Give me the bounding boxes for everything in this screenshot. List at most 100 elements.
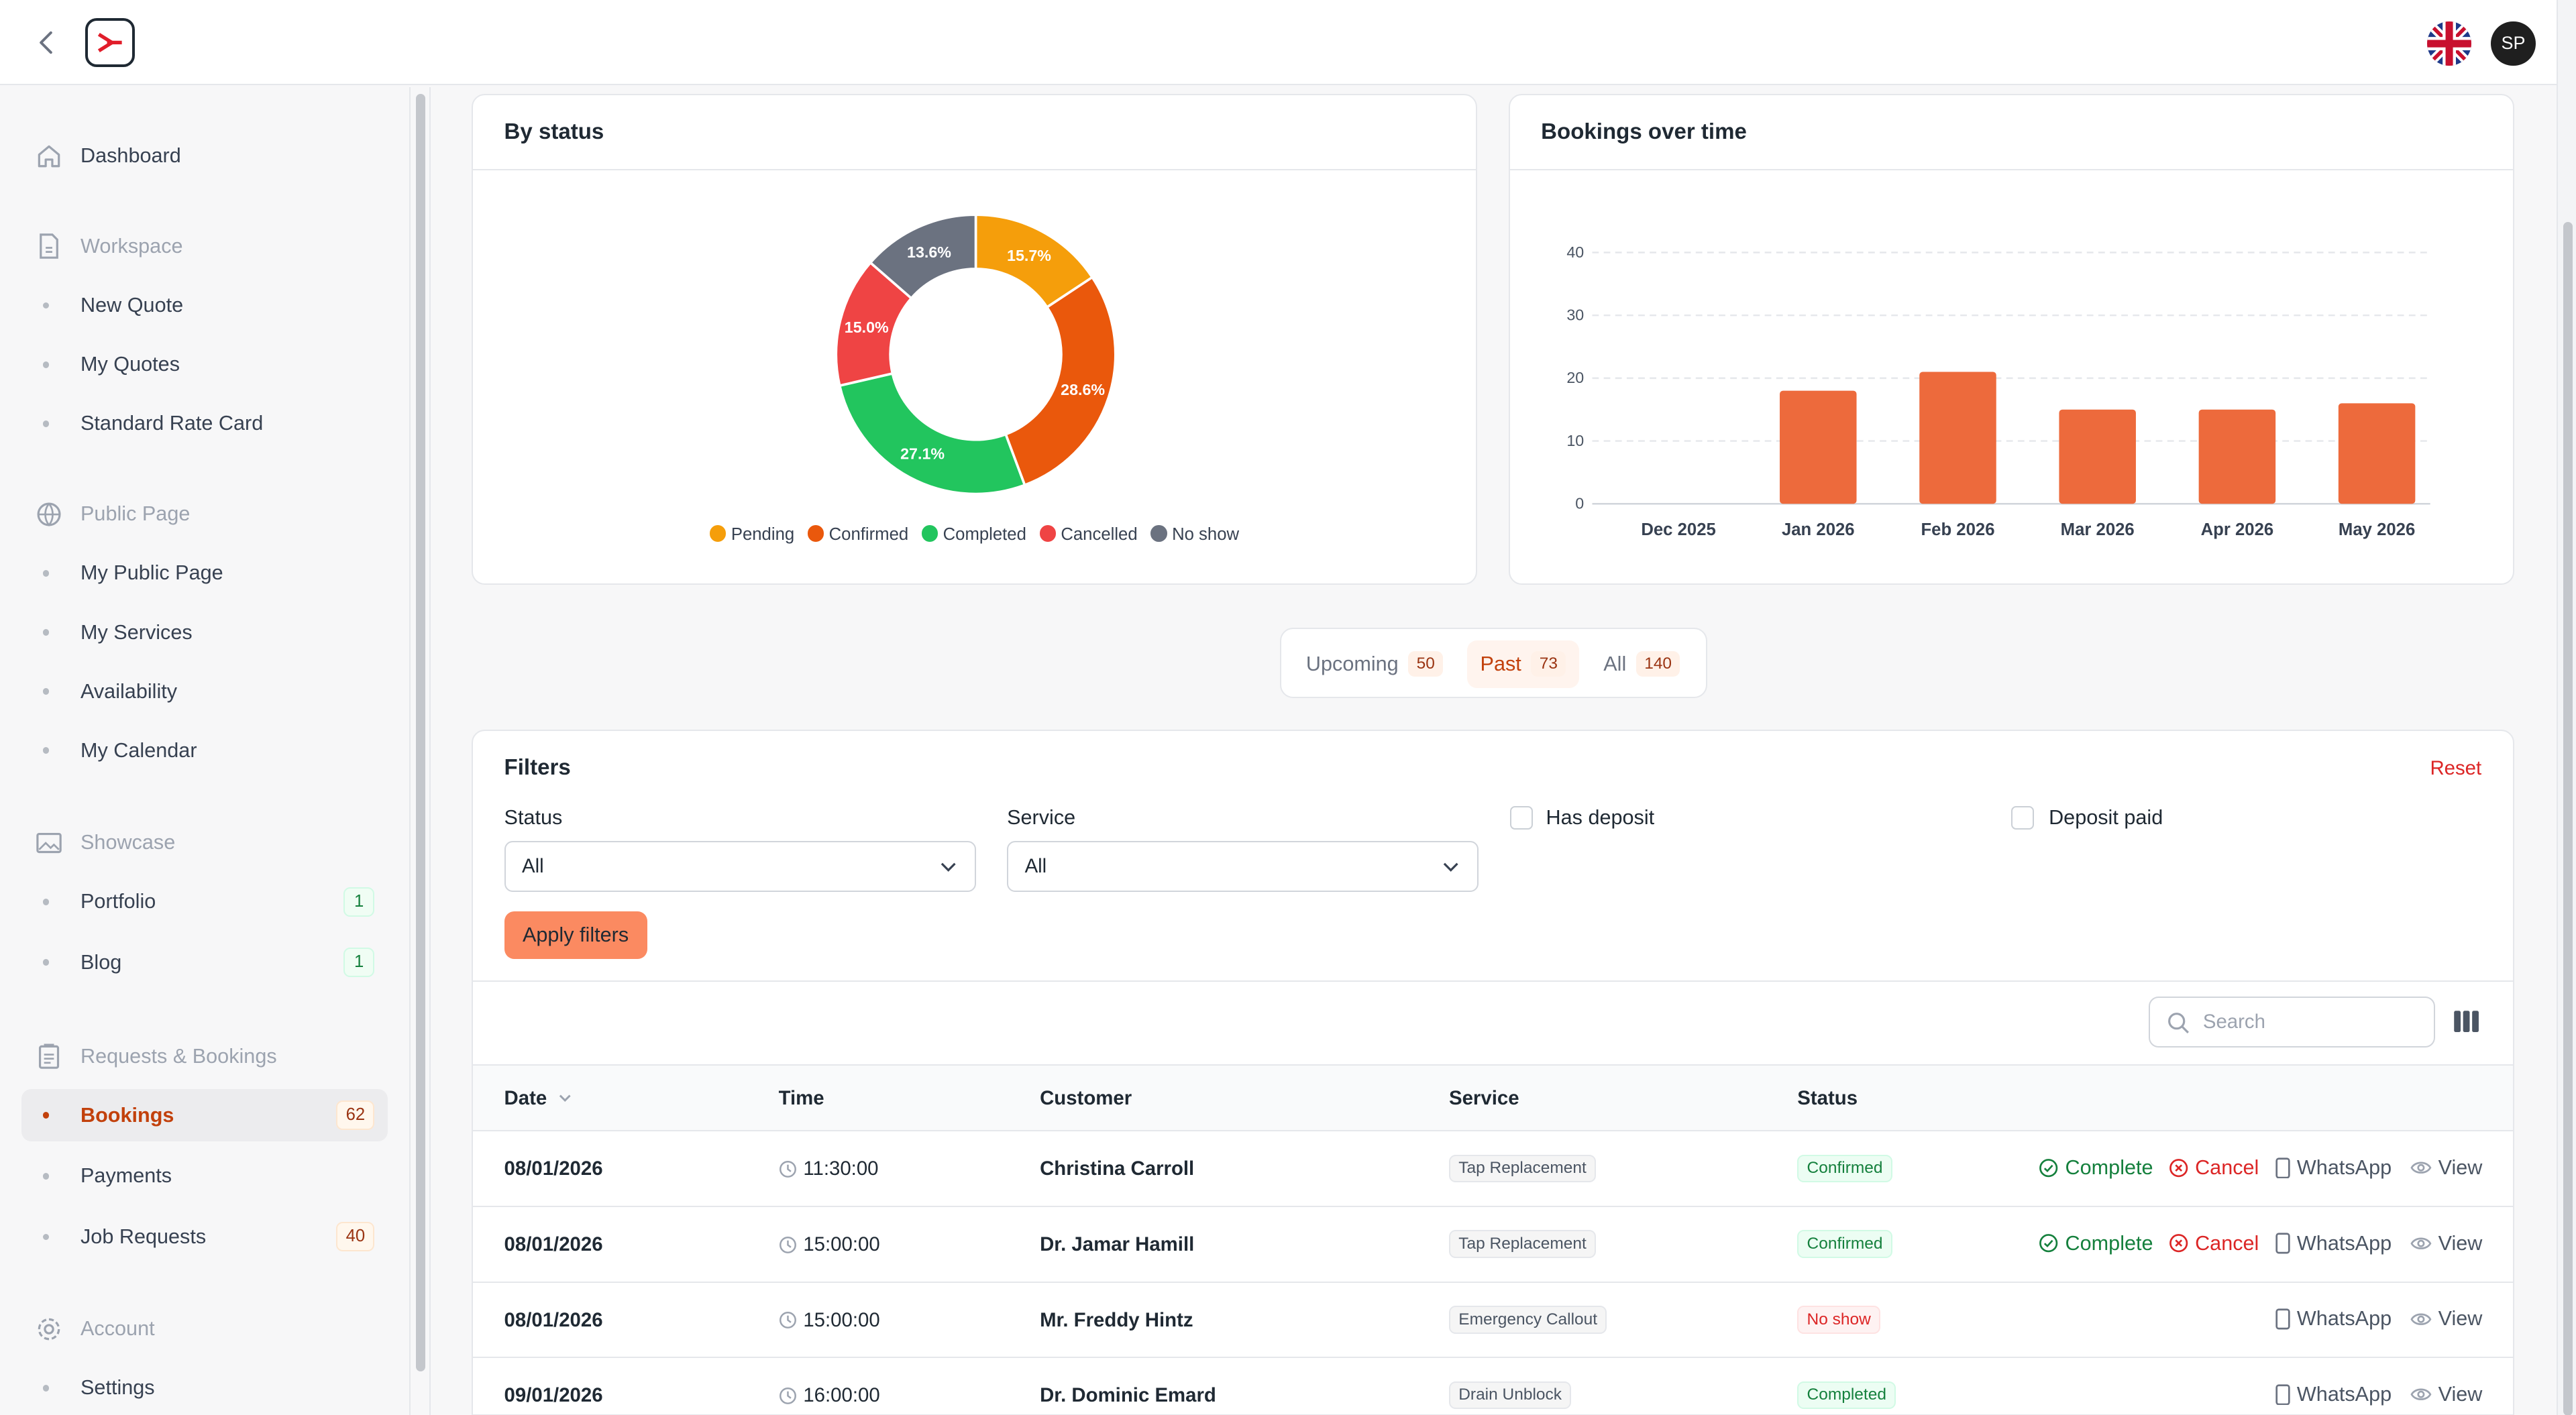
whatsapp-button[interactable]: WhatsApp	[2275, 1156, 2392, 1180]
sidebar-item-new-quote[interactable]: New Quote	[21, 279, 388, 331]
sidebar-item-my-public-page[interactable]: My Public Page	[21, 547, 388, 600]
sidebar-item-my-quotes[interactable]: My Quotes	[21, 339, 388, 391]
sidebar-item-label: Standard Rate Card	[80, 412, 264, 435]
user-avatar[interactable]: SP	[2491, 21, 2536, 66]
sidebar: Dashboard Workspace New Quote My Quotes …	[0, 87, 411, 1415]
deposit-paid-checkbox[interactable]	[2010, 806, 2034, 830]
legend-item-no-show[interactable]: No show	[1150, 525, 1239, 545]
column-header-date[interactable]: Date	[504, 1087, 574, 1110]
app-logo[interactable]	[85, 17, 135, 68]
status-select[interactable]: All	[504, 840, 976, 892]
apply-filters-button[interactable]: Apply filters	[504, 911, 647, 960]
bar-jan-2026[interactable]	[1779, 390, 1857, 504]
scrollbar-thumb[interactable]	[415, 93, 426, 1372]
bar-feb-2026[interactable]	[1919, 372, 1996, 504]
view-button[interactable]: View	[2410, 1232, 2482, 1255]
sidebar-item-portfolio[interactable]: Portfolio 1	[21, 876, 388, 928]
divider	[473, 980, 2513, 982]
view-button[interactable]: View	[2410, 1383, 2482, 1406]
nav-dot	[42, 361, 50, 368]
tab-all[interactable]: All 140	[1591, 640, 1693, 688]
uk-flag-icon[interactable]	[2426, 21, 2472, 66]
whatsapp-button[interactable]: WhatsApp	[2275, 1307, 2392, 1331]
service-select[interactable]: All	[1007, 840, 1479, 892]
x-tick-label: Apr 2026	[2200, 520, 2273, 539]
sidebar-item-dashboard[interactable]: Dashboard	[21, 129, 388, 182]
action-label: WhatsApp	[2296, 1155, 2392, 1179]
action-label: WhatsApp	[2296, 1383, 2392, 1406]
legend-item-confirmed[interactable]: Confirmed	[807, 525, 908, 545]
legend-item-pending[interactable]: Pending	[710, 525, 794, 545]
back-arrow-icon[interactable]	[30, 26, 62, 59]
sidebar-item-standard-rate-card[interactable]: Standard Rate Card	[21, 398, 388, 450]
sidebar-item-job-requests[interactable]: Job Requests 40	[21, 1210, 388, 1263]
row-time-value: 15:00:00	[803, 1308, 880, 1331]
complete-button[interactable]: Complete	[2039, 1232, 2153, 1255]
tab-past[interactable]: Past 73	[1466, 640, 1579, 688]
whatsapp-button[interactable]: WhatsApp	[2275, 1232, 2392, 1255]
x-tick-label: Feb 2026	[1921, 520, 1994, 539]
donut-slice-completed[interactable]	[838, 372, 1026, 496]
row-time: 11:30:00	[779, 1157, 879, 1180]
row-date: 08/01/2026	[504, 1308, 603, 1331]
sidebar-item-settings[interactable]: Settings	[21, 1362, 388, 1414]
row-date: 08/01/2026	[504, 1157, 603, 1180]
tab-label: All	[1603, 652, 1627, 675]
page-scrollbar[interactable]	[2557, 0, 2576, 1415]
sidebar-scrollbar[interactable]	[411, 87, 431, 1415]
sidebar-item-blog[interactable]: Blog 1	[21, 936, 388, 988]
sidebar-item-my-calendar[interactable]: My Calendar	[21, 724, 388, 777]
x-tick-label: Jan 2026	[1782, 520, 1855, 539]
sidebar-item-my-services[interactable]: My Services	[21, 606, 388, 659]
nav-dot	[42, 1384, 50, 1392]
search-input[interactable]: Search	[2149, 997, 2435, 1048]
scrollbar-thumb[interactable]	[2563, 221, 2573, 1415]
table-row[interactable]: 08/01/2026 15:00:00 Dr. Jamar Hamill Tap…	[473, 1207, 2513, 1283]
whatsapp-button[interactable]: WhatsApp	[2275, 1383, 2392, 1406]
has-deposit-checkbox[interactable]	[1509, 806, 1533, 830]
phone-icon	[2275, 1308, 2290, 1330]
donut-slice-no-show[interactable]	[868, 213, 977, 300]
legend-item-cancelled[interactable]: Cancelled	[1039, 525, 1138, 545]
sidebar-item-payments[interactable]: Payments	[21, 1150, 388, 1202]
row-date: 09/01/2026	[504, 1384, 603, 1407]
cancel-button[interactable]: Cancel	[2169, 1156, 2259, 1180]
action-label: Cancel	[2195, 1231, 2259, 1255]
bar-apr-2026[interactable]	[2198, 409, 2275, 504]
sidebar-item-label: My Public Page	[80, 561, 223, 585]
y-tick-label: 40	[1566, 243, 1584, 261]
table-row[interactable]: 08/01/2026 15:00:00 Mr. Freddy Hintz Eme…	[473, 1283, 2513, 1359]
action-label: WhatsApp	[2296, 1307, 2392, 1331]
chevron-down-icon	[941, 862, 956, 872]
bar-mar-2026[interactable]	[2059, 409, 2136, 504]
image-icon	[36, 832, 62, 853]
sidebar-group-account: Account	[21, 1302, 388, 1355]
row-time-value: 11:30:00	[803, 1157, 879, 1180]
nav-dot	[42, 569, 50, 577]
y-tick-label: 0	[1575, 495, 1584, 512]
donut-slice-confirmed[interactable]	[1004, 276, 1117, 487]
table-row[interactable]: 08/01/2026 11:30:00 Christina Carroll Ta…	[473, 1131, 2513, 1207]
bar-may-2026[interactable]	[2338, 403, 2415, 504]
columns-icon[interactable]	[2453, 1010, 2479, 1033]
x-tick-label: May 2026	[2339, 520, 2415, 539]
reset-button[interactable]: Reset	[2430, 756, 2482, 779]
row-time-value: 15:00:00	[803, 1233, 880, 1256]
complete-button[interactable]: Complete	[2039, 1156, 2153, 1180]
column-header-status: Status	[1797, 1086, 1858, 1109]
action-label: View	[2438, 1383, 2483, 1406]
view-button[interactable]: View	[2410, 1307, 2482, 1331]
tab-upcoming[interactable]: Upcoming 50	[1293, 640, 1456, 688]
cancel-button[interactable]: Cancel	[2169, 1232, 2259, 1255]
x-tick-label: Mar 2026	[2060, 520, 2134, 539]
view-button[interactable]: View	[2410, 1156, 2482, 1180]
sidebar-group-workspace: Workspace	[21, 220, 388, 272]
table-row[interactable]: 09/01/2026 16:00:00 Dr. Dominic Emard Dr…	[473, 1358, 2513, 1415]
sidebar-item-label: My Services	[80, 620, 193, 644]
chevron-down-icon	[1443, 862, 1458, 872]
divider	[1509, 168, 2513, 171]
sidebar-item-bookings[interactable]: Bookings 62	[21, 1089, 388, 1142]
legend-item-completed[interactable]: Completed	[921, 525, 1026, 545]
nav-dot	[42, 959, 50, 966]
sidebar-item-availability[interactable]: Availability	[21, 665, 388, 718]
